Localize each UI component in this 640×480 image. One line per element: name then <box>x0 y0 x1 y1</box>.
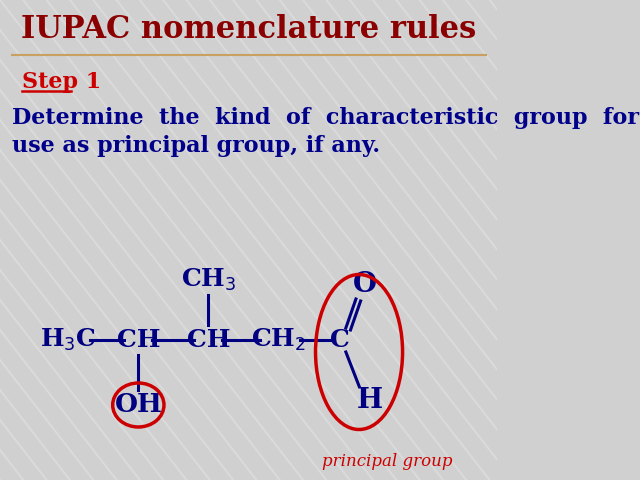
Text: H$_3$C: H$_3$C <box>40 327 97 353</box>
Text: O: O <box>353 272 378 299</box>
Text: CH: CH <box>116 328 160 352</box>
Text: OH: OH <box>115 393 163 418</box>
Text: Determine  the  kind  of  characteristic  group  for: Determine the kind of characteristic gro… <box>12 107 639 129</box>
Text: C: C <box>330 328 350 352</box>
Text: H: H <box>357 386 383 413</box>
Text: CH$_3$: CH$_3$ <box>180 267 236 293</box>
Text: use as principal group, if any.: use as principal group, if any. <box>12 135 380 157</box>
Text: Step 1: Step 1 <box>22 71 101 93</box>
Text: IUPAC nomenclature rules: IUPAC nomenclature rules <box>21 14 476 46</box>
Text: principal group: principal group <box>322 454 452 470</box>
Text: CH$_2$: CH$_2$ <box>251 327 306 353</box>
Text: CH: CH <box>186 328 230 352</box>
